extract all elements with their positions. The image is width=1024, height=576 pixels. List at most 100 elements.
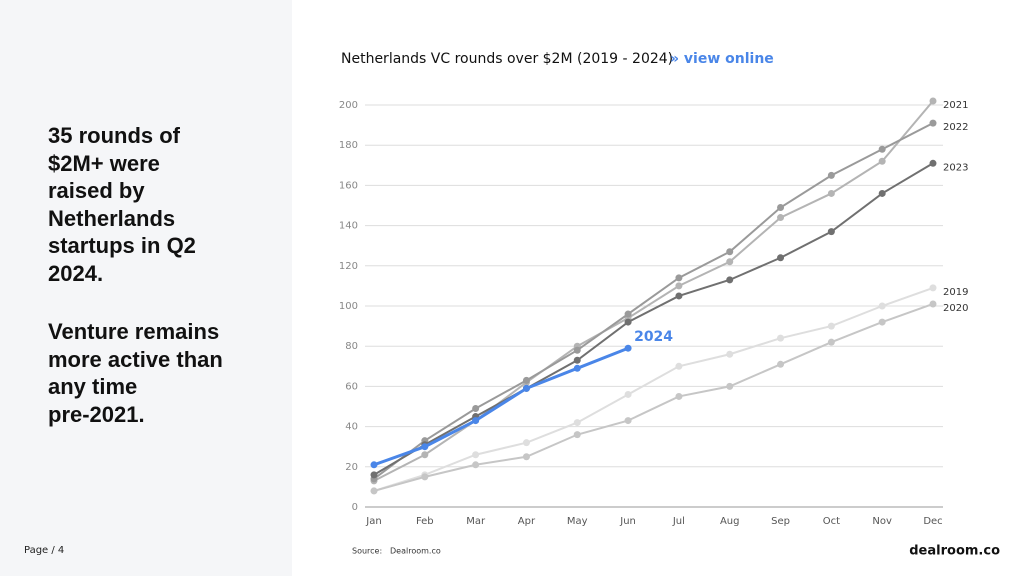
source-label: Source: (352, 547, 382, 556)
headline-line: 2024. (48, 260, 104, 286)
x-tick-label: Jul (672, 516, 685, 527)
data-point (827, 338, 835, 346)
data-point (777, 360, 785, 368)
y-tick-label: 100 (339, 301, 358, 312)
x-tick-label: May (567, 516, 588, 527)
data-point (726, 276, 734, 284)
y-tick-label: 180 (339, 140, 358, 151)
data-point (878, 189, 886, 197)
data-point (726, 248, 734, 256)
y-tick-label: 120 (339, 261, 358, 272)
data-point (573, 419, 581, 427)
series-label: 2024 (634, 329, 673, 345)
y-tick-label: 160 (339, 180, 358, 191)
data-point (675, 274, 683, 282)
headline-line: any time (48, 374, 138, 399)
x-tick-label: Mar (466, 516, 486, 527)
series-line (373, 303, 934, 492)
series-label: 2019 (943, 287, 968, 298)
data-point (472, 461, 480, 469)
series-label: 2020 (943, 303, 968, 314)
data-point (624, 344, 632, 352)
series-line (373, 100, 934, 482)
series-line (373, 122, 934, 480)
data-point (777, 204, 785, 212)
headline-line: $2M+ were (48, 150, 160, 176)
data-point (370, 461, 378, 469)
data-point (878, 302, 886, 310)
page-number: Page / 4 (24, 545, 65, 556)
series-line (373, 162, 934, 476)
y-tick-label: 200 (339, 100, 358, 111)
data-point (675, 292, 683, 300)
x-tick-label: Aug (720, 516, 740, 527)
source: Dealroom.co (390, 547, 441, 556)
data-point (675, 282, 683, 290)
data-point (878, 157, 886, 165)
headline-line: Netherlands (48, 205, 176, 231)
data-point (573, 346, 581, 354)
logo: dealroom.co (909, 544, 1000, 559)
data-point (624, 390, 632, 398)
data-point (421, 443, 429, 451)
data-point (827, 322, 835, 330)
y-tick-label: 80 (345, 341, 358, 352)
data-point (472, 417, 480, 425)
chart-title: Netherlands VC rounds over $2M (2019 - 2… (341, 51, 673, 67)
data-point (522, 453, 530, 461)
series-line (373, 286, 934, 492)
y-tick-label: 20 (345, 462, 358, 473)
data-point (777, 254, 785, 262)
x-tick-label: Sep (771, 516, 790, 527)
series-label: 2023 (943, 162, 968, 173)
data-point (370, 471, 378, 479)
data-point (573, 431, 581, 439)
headline-line: pre-2021. (48, 401, 145, 427)
headline: Venture remains more active than any time p… (48, 318, 223, 428)
data-point (878, 318, 886, 326)
left-panel: 35 rounds of $2M+ were raised by Netherland… (0, 0, 292, 576)
data-point (472, 405, 480, 413)
data-point (777, 334, 785, 342)
data-point (624, 310, 632, 318)
y-tick-label: 0 (352, 502, 358, 513)
data-point (522, 384, 530, 392)
data-point (370, 487, 378, 495)
data-point (675, 362, 683, 370)
x-tick-label: Oct (823, 516, 840, 527)
y-tick-label: 60 (345, 381, 358, 392)
headline-line: raised by (48, 178, 145, 203)
data-point (827, 228, 835, 236)
data-point (522, 439, 530, 447)
x-tick-label: Apr (518, 516, 536, 527)
data-point (929, 97, 937, 105)
series-label: 2022 (943, 122, 968, 133)
headline-line: more active than (48, 346, 223, 372)
x-tick-label: Feb (416, 516, 434, 527)
series-line (373, 346, 629, 467)
data-point (929, 119, 937, 127)
data-point (878, 145, 886, 153)
headline: 35 rounds of $2M+ were raised by Netherland… (48, 122, 196, 287)
data-point (777, 214, 785, 222)
x-tick-label: Jun (619, 516, 636, 527)
data-point (929, 159, 937, 167)
headline-line: Venture remains (48, 319, 220, 344)
x-tick-label: Dec (923, 516, 942, 527)
data-point (726, 258, 734, 266)
data-point (675, 392, 683, 400)
view-online-link[interactable]: » view online (670, 51, 774, 67)
headline-line: startups in Q2 (48, 233, 196, 258)
data-point (624, 417, 632, 425)
data-point (421, 451, 429, 459)
headline-line: 35 rounds of (48, 123, 181, 148)
data-point (929, 284, 937, 292)
data-point (472, 451, 480, 459)
y-tick-label: 140 (339, 221, 358, 232)
data-point (624, 318, 632, 326)
data-point (522, 376, 530, 384)
data-point (929, 300, 937, 308)
data-point (726, 350, 734, 358)
